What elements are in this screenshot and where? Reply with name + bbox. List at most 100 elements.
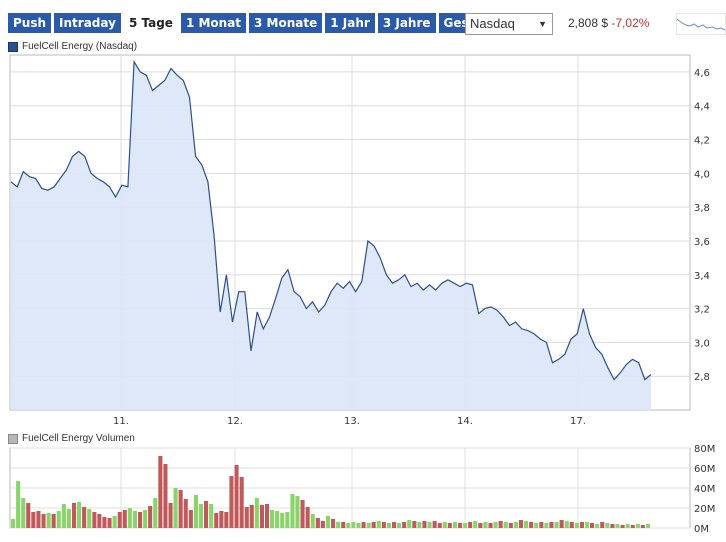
volume-legend-swatch (8, 433, 18, 444)
price-y-tick-label: 4,6 (694, 68, 710, 79)
volume-bar (122, 510, 127, 528)
price-x-tick-label: 14. (457, 416, 473, 427)
volume-bar (595, 524, 600, 528)
volume-bar (234, 465, 239, 528)
volume-bar (193, 495, 198, 528)
mini-chart-line (676, 18, 726, 31)
volume-bar (473, 521, 478, 528)
volume-bar (31, 512, 36, 528)
volume-bar (645, 524, 650, 528)
volume-bar (163, 464, 168, 528)
volume-bar (183, 499, 188, 528)
volume-bar (117, 512, 122, 528)
volume-bar (270, 510, 275, 528)
price-y-tick-label: 4,0 (694, 169, 710, 180)
volume-bar (61, 504, 66, 528)
volume-bar (503, 522, 508, 528)
volume-bar (376, 521, 381, 528)
volume-bar (407, 520, 412, 528)
volume-bar (539, 522, 544, 528)
volume-bar (366, 523, 371, 528)
volume-bar (72, 503, 77, 528)
volume-bar (265, 504, 270, 528)
volume-bar (209, 504, 214, 528)
quote-price: 2,808 $ (568, 16, 609, 30)
volume-bar (46, 513, 51, 528)
volume-bar (16, 481, 21, 528)
volume-bar (224, 512, 229, 528)
volume-bar (26, 503, 31, 528)
volume-bar (493, 522, 498, 528)
volume-bar (178, 490, 183, 528)
price-legend-label: FuelCell Energy (Nasdaq) (22, 41, 138, 52)
volume-bar (259, 505, 264, 528)
quote-change: -7,02% (611, 16, 650, 30)
volume-bar (351, 522, 356, 528)
volume-legend: FuelCell Energy Volumen (8, 433, 135, 444)
volume-bar (97, 514, 102, 528)
volume-bar (513, 522, 518, 528)
volume-bar (280, 513, 285, 528)
price-x-tick-label: 17. (570, 416, 586, 427)
volume-bar (625, 524, 630, 528)
price-y-tick-label: 4,2 (694, 136, 710, 147)
price-line (10, 59, 652, 381)
tab-intraday[interactable]: Intraday (54, 13, 121, 33)
tab-5-tage[interactable]: 5 Tage (123, 13, 178, 33)
tab-1-monat[interactable]: 1 Monat (180, 13, 247, 33)
tab-3-jahre[interactable]: 3 Jahre (377, 13, 436, 33)
volume-bar (361, 522, 366, 528)
volume-bar (36, 511, 41, 528)
volume-bar (107, 518, 112, 528)
volume-bar (488, 523, 493, 528)
volume-bar (300, 500, 305, 528)
volume-bar (173, 488, 178, 528)
volume-bar (518, 520, 523, 528)
volume-bar (478, 523, 483, 528)
volume-bar (132, 511, 137, 528)
tab-3-monate[interactable]: 3 Monate (249, 13, 323, 33)
volume-bar (605, 523, 610, 528)
volume-bar (635, 524, 640, 528)
volume-bar (564, 521, 569, 528)
volume-bar (168, 503, 173, 528)
volume-bar (559, 520, 564, 528)
volume-bar (468, 522, 473, 528)
volume-bar (51, 514, 56, 528)
volume-bar (290, 494, 295, 528)
volume-bar (41, 514, 46, 528)
price-area-fill (11, 61, 651, 411)
volume-y-tick-label: 40M (694, 484, 715, 495)
exchange-selected-value: Nasdaq (470, 16, 515, 31)
quote: 2,808 $ -7,02% (568, 16, 649, 30)
volume-bar (544, 523, 549, 528)
volume-bar (427, 522, 432, 528)
volume-bar (239, 477, 244, 528)
tab-push[interactable]: Push (8, 13, 52, 33)
tab-1-jahr[interactable]: 1 Jahr (325, 13, 375, 33)
volume-bar (82, 507, 87, 528)
volume-bar (87, 509, 92, 528)
volume-bar (56, 511, 61, 528)
volume-bar (331, 519, 336, 528)
mini-chart-thumbnail[interactable] (676, 13, 726, 35)
volume-bar (244, 507, 249, 528)
price-y-tick-label: 3,2 (694, 305, 710, 316)
volume-bar (463, 523, 468, 528)
volume-bar (204, 501, 209, 528)
volume-bar (630, 525, 635, 528)
dropdown-arrow-icon: ▼ (538, 19, 547, 29)
volume-bar (554, 522, 559, 528)
volume-bar (77, 502, 82, 528)
volume-bar (610, 524, 615, 528)
volume-bar (112, 516, 117, 528)
volume-bar (432, 521, 437, 528)
volume-bar (148, 506, 153, 528)
volume-bar (143, 510, 148, 528)
volume-bar (529, 522, 534, 528)
volume-bar (442, 522, 447, 528)
price-y-tick-label: 4,4 (694, 102, 710, 113)
volume-bar (381, 522, 386, 528)
exchange-select[interactable]: Nasdaq ▼ (465, 13, 553, 35)
